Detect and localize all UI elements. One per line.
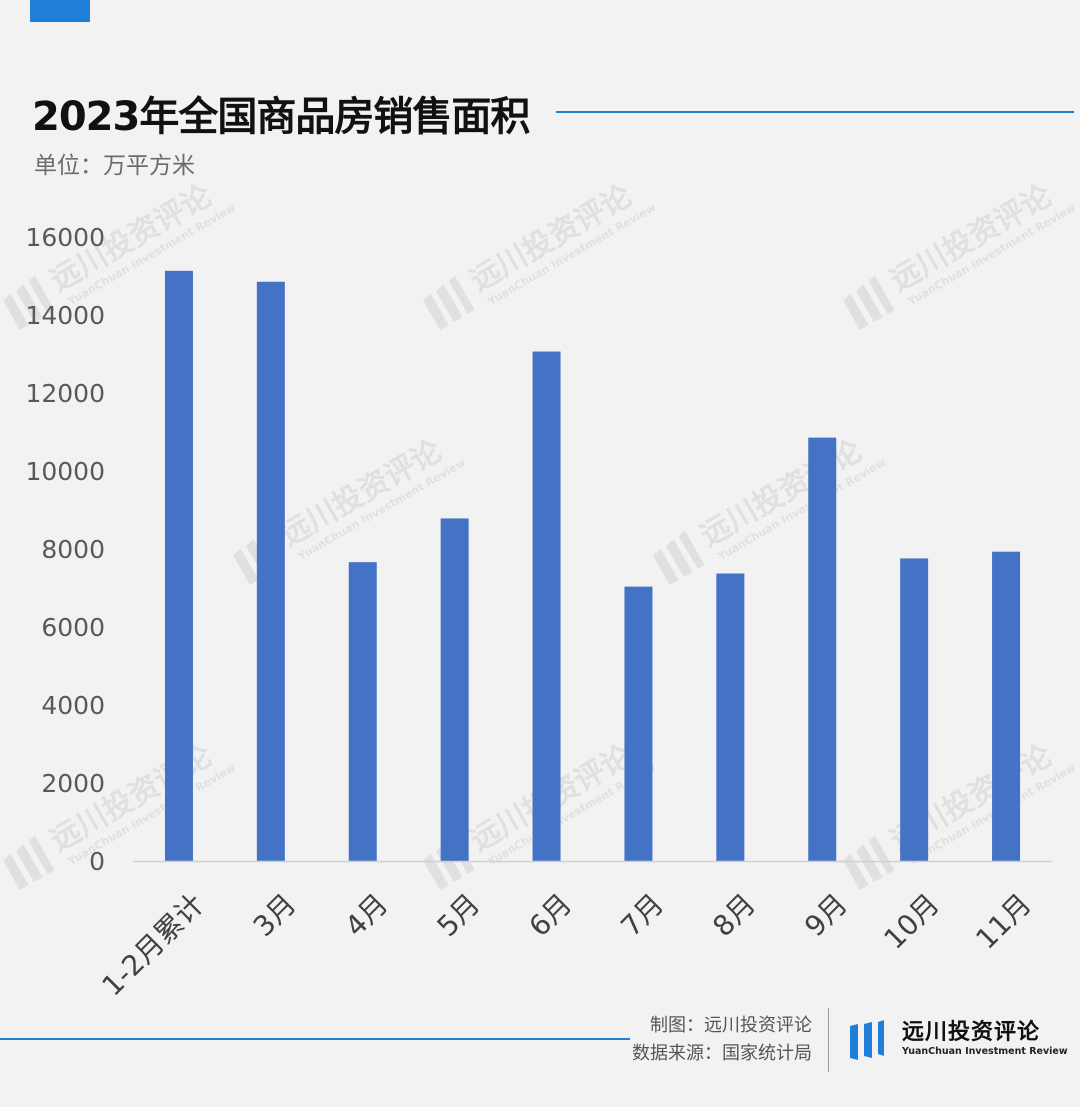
- bar-1: [256, 281, 285, 862]
- y-tick-label: 0: [89, 847, 105, 876]
- y-tick-label: 10000: [25, 457, 105, 486]
- x-tick-label: 4月: [339, 887, 395, 943]
- credits: 制图：远川投资评论 数据来源：国家统计局: [632, 1012, 812, 1068]
- y-tick-label: 14000: [25, 301, 105, 330]
- x-tick-label: 1-2月累计: [96, 887, 211, 1000]
- bar-7: [808, 437, 837, 861]
- chart-title: 2023年全国商品房销售面积: [32, 94, 530, 140]
- x-tick-label: 10月: [877, 887, 945, 955]
- bar-5: [624, 586, 653, 861]
- bar-6: [716, 573, 745, 861]
- bar-3: [440, 518, 469, 861]
- x-tick-label: 5月: [431, 887, 487, 943]
- brand-logo-icon: [850, 1020, 884, 1060]
- source-text: 数据来源：国家统计局: [632, 1043, 812, 1064]
- x-tick-label: 3月: [247, 887, 303, 943]
- bottom-divider: [0, 1038, 630, 1040]
- top-accent-bar: [30, 0, 90, 22]
- bar-2: [348, 562, 377, 861]
- x-tick-label: 8月: [706, 887, 762, 943]
- x-tick-label: 11月: [969, 887, 1037, 955]
- brand-logo-block: 远川投资评论 YuanChuan Investment Review: [848, 1020, 1068, 1060]
- y-axis: 0 2000 4000 6000 8000 10000 12000 14000 16000: [25, 223, 105, 876]
- bar-9: [992, 551, 1021, 861]
- bar-4: [532, 351, 561, 861]
- x-tick-label: 9月: [798, 887, 854, 943]
- bar-series: [164, 270, 1021, 862]
- y-tick-label: 8000: [41, 535, 105, 564]
- x-axis: 1-2月累计 3月 4月 5月 6月 7月 8月 9月 10月 11月: [96, 860, 1052, 1000]
- bar-0: [164, 270, 193, 861]
- unit-label: 单位：万平方米: [34, 153, 195, 179]
- x-tick-label: 7月: [614, 887, 670, 943]
- credit-text: 制图：远川投资评论: [650, 1015, 812, 1036]
- title-divider: [556, 111, 1074, 113]
- y-tick-label: 16000: [25, 223, 105, 252]
- bar-8: [900, 558, 929, 861]
- y-tick-label: 2000: [41, 769, 105, 798]
- y-tick-label: 4000: [41, 691, 105, 720]
- y-tick-label: 12000: [25, 379, 105, 408]
- y-tick-label: 6000: [41, 613, 105, 642]
- brand-name-en: YuanChuan Investment Review: [902, 1046, 1068, 1057]
- brand-name: 远川投资评论: [902, 1020, 1041, 1045]
- x-tick-label: 6月: [522, 887, 578, 943]
- credit-separator: [828, 1008, 829, 1072]
